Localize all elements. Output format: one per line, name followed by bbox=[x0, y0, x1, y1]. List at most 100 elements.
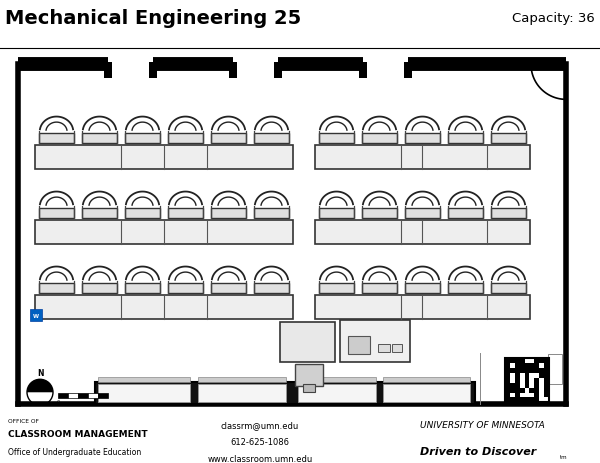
Bar bbox=[524, 368, 529, 373]
Bar bbox=[405, 284, 440, 294]
Bar bbox=[35, 146, 293, 170]
Bar bbox=[510, 363, 515, 368]
Bar bbox=[510, 358, 515, 363]
Bar bbox=[544, 393, 549, 398]
Bar bbox=[98, 384, 190, 402]
Bar bbox=[88, 394, 98, 399]
Bar bbox=[505, 393, 510, 398]
Bar bbox=[315, 146, 530, 170]
Bar bbox=[535, 358, 549, 373]
Bar bbox=[520, 363, 524, 368]
Bar bbox=[505, 378, 510, 383]
Bar bbox=[405, 134, 440, 144]
Bar bbox=[515, 378, 520, 383]
Bar bbox=[168, 134, 203, 144]
Bar bbox=[405, 209, 440, 219]
Bar bbox=[168, 209, 203, 219]
Bar bbox=[254, 209, 289, 219]
Bar bbox=[544, 388, 549, 393]
Bar bbox=[505, 358, 549, 402]
Bar bbox=[68, 394, 78, 399]
Bar bbox=[104, 63, 112, 79]
Bar bbox=[125, 209, 160, 219]
Bar bbox=[515, 388, 520, 393]
Bar bbox=[39, 134, 74, 144]
Bar bbox=[30, 310, 42, 322]
Bar bbox=[315, 296, 530, 319]
Bar bbox=[319, 134, 354, 144]
Bar bbox=[520, 368, 524, 373]
Bar bbox=[505, 358, 520, 373]
Bar bbox=[362, 284, 397, 294]
Bar bbox=[539, 373, 544, 378]
Bar bbox=[58, 394, 68, 399]
Bar bbox=[539, 363, 544, 368]
Bar bbox=[520, 398, 524, 402]
Bar bbox=[295, 364, 323, 387]
Bar bbox=[392, 344, 402, 352]
Bar bbox=[362, 134, 397, 144]
Bar bbox=[548, 355, 562, 384]
Bar bbox=[520, 358, 524, 363]
Bar bbox=[448, 284, 483, 294]
Bar bbox=[529, 368, 535, 373]
Bar bbox=[535, 363, 539, 368]
Bar bbox=[535, 368, 539, 373]
Text: Driven to Discover: Driven to Discover bbox=[420, 446, 536, 456]
Bar bbox=[211, 209, 246, 219]
Bar bbox=[515, 358, 520, 363]
Bar bbox=[39, 284, 74, 294]
Bar bbox=[535, 383, 539, 388]
Bar bbox=[505, 388, 510, 393]
Bar bbox=[254, 134, 289, 144]
Bar bbox=[315, 221, 530, 245]
Text: www.classroom.umn.edu: www.classroom.umn.edu bbox=[208, 454, 313, 463]
Bar bbox=[303, 384, 315, 393]
Bar bbox=[535, 388, 539, 393]
Bar bbox=[524, 398, 529, 402]
Bar bbox=[529, 363, 535, 368]
Bar bbox=[125, 284, 160, 294]
Bar bbox=[280, 323, 335, 363]
Bar bbox=[362, 209, 397, 219]
Bar bbox=[98, 377, 190, 382]
Bar bbox=[491, 284, 526, 294]
Bar bbox=[510, 383, 515, 388]
Bar bbox=[274, 63, 281, 79]
Bar bbox=[510, 393, 515, 398]
Bar bbox=[35, 296, 293, 319]
Bar bbox=[491, 209, 526, 219]
Text: UNIVERSITY OF MINNESOTA: UNIVERSITY OF MINNESOTA bbox=[420, 420, 545, 429]
Bar bbox=[298, 377, 376, 382]
Bar bbox=[383, 384, 470, 402]
Text: classrm@umn.edu: classrm@umn.edu bbox=[221, 420, 299, 429]
Bar bbox=[515, 393, 520, 398]
Bar bbox=[505, 383, 510, 388]
Bar bbox=[348, 337, 370, 355]
Bar bbox=[539, 363, 544, 368]
Bar bbox=[529, 398, 535, 402]
Bar bbox=[82, 209, 117, 219]
Text: Office of Undergraduate Education: Office of Undergraduate Education bbox=[8, 447, 141, 457]
Bar bbox=[35, 221, 293, 245]
Bar bbox=[520, 388, 524, 393]
Bar bbox=[39, 209, 74, 219]
Bar bbox=[544, 378, 549, 383]
Bar bbox=[198, 377, 286, 382]
Bar bbox=[505, 388, 520, 402]
Bar bbox=[524, 373, 529, 378]
Bar bbox=[510, 393, 515, 398]
Bar bbox=[510, 363, 515, 368]
Bar bbox=[319, 209, 354, 219]
Bar bbox=[211, 134, 246, 144]
Bar bbox=[510, 398, 515, 402]
Bar bbox=[524, 383, 529, 388]
Bar bbox=[378, 344, 390, 352]
Bar bbox=[82, 284, 117, 294]
Text: 0: 0 bbox=[56, 400, 59, 404]
Text: 612-625-1086: 612-625-1086 bbox=[230, 437, 290, 446]
Bar bbox=[515, 383, 520, 388]
Bar bbox=[544, 373, 549, 378]
Text: OFFICE OF: OFFICE OF bbox=[8, 418, 39, 423]
Text: Mechanical Engineering 25: Mechanical Engineering 25 bbox=[5, 9, 301, 28]
